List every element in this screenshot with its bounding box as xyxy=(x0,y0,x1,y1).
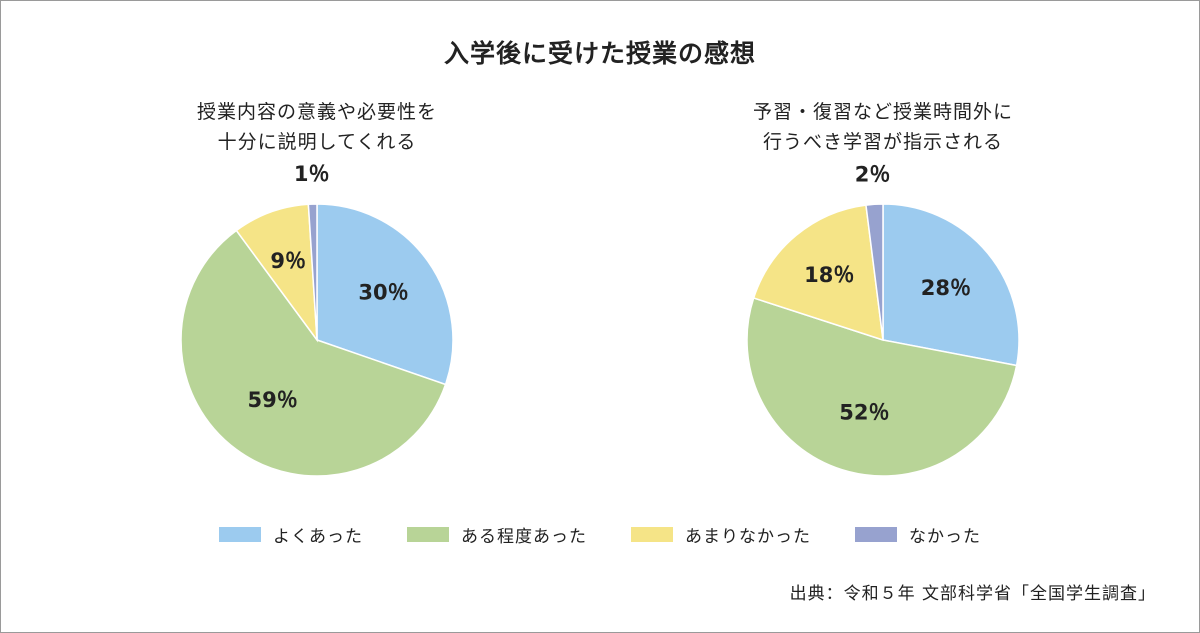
legend-item-nakatta: なかった xyxy=(855,522,981,547)
pie-1-label-3: 9％ xyxy=(270,249,306,273)
legend-swatch xyxy=(407,527,449,542)
legend-item-amarinakatta: あまりなかった xyxy=(631,522,811,547)
pie-1-label-4: 1％ xyxy=(294,162,330,186)
pie-1-slice-1 xyxy=(316,203,454,386)
pie-2-label-3: 18％ xyxy=(804,263,854,287)
pie-1-label-1: 30％ xyxy=(358,281,408,305)
chart-2-title-line-1: 予習・復習など授業時間外に xyxy=(752,101,1013,123)
pie-2-label-1: 28％ xyxy=(921,276,971,300)
pie-2-slice-1 xyxy=(882,203,1020,367)
pie-1-label-2: 59％ xyxy=(248,388,298,412)
pie-2-slice-3 xyxy=(752,204,884,342)
pie-1-slice-4 xyxy=(307,203,318,341)
legend-label: よくあった xyxy=(273,527,363,547)
legend-item-aruteido: ある程度あった xyxy=(407,522,587,547)
chart-2-title-line-2: 行うべき学習が指示される xyxy=(762,131,1003,153)
pie-2-label-4: 2％ xyxy=(855,162,891,186)
legend-swatch xyxy=(219,527,261,542)
legend: よくあった ある程度あった あまりなかった なかった xyxy=(0,522,1200,547)
page-title: 入学後に受けた授業の感想 xyxy=(443,39,756,68)
legend-label: ある程度あった xyxy=(461,527,587,547)
chart-1-title: 授業内容の意義や必要性を 十分に説明してくれる xyxy=(107,97,527,157)
chart-1-title-line-1: 授業内容の意義や必要性を xyxy=(196,101,437,123)
pie-1-slice-2 xyxy=(180,229,447,477)
legend-swatch xyxy=(631,527,673,542)
pie-2-label-2: 52％ xyxy=(839,400,889,424)
source-note: 出典：令和５年 文部科学省「全国学生調査」 xyxy=(789,584,1156,604)
legend-label: なかった xyxy=(909,527,981,547)
pie-2-slice-4 xyxy=(865,203,884,341)
chart-1-title-line-2: 十分に説明してくれる xyxy=(217,131,417,153)
chart-2-title: 予習・復習など授業時間外に 行うべき学習が指示される xyxy=(673,97,1093,157)
legend-item-yoku: よくあった xyxy=(219,522,363,547)
legend-swatch xyxy=(855,527,897,542)
legend-label: あまりなかった xyxy=(685,527,811,547)
pie-2-slice-2 xyxy=(746,297,1018,477)
